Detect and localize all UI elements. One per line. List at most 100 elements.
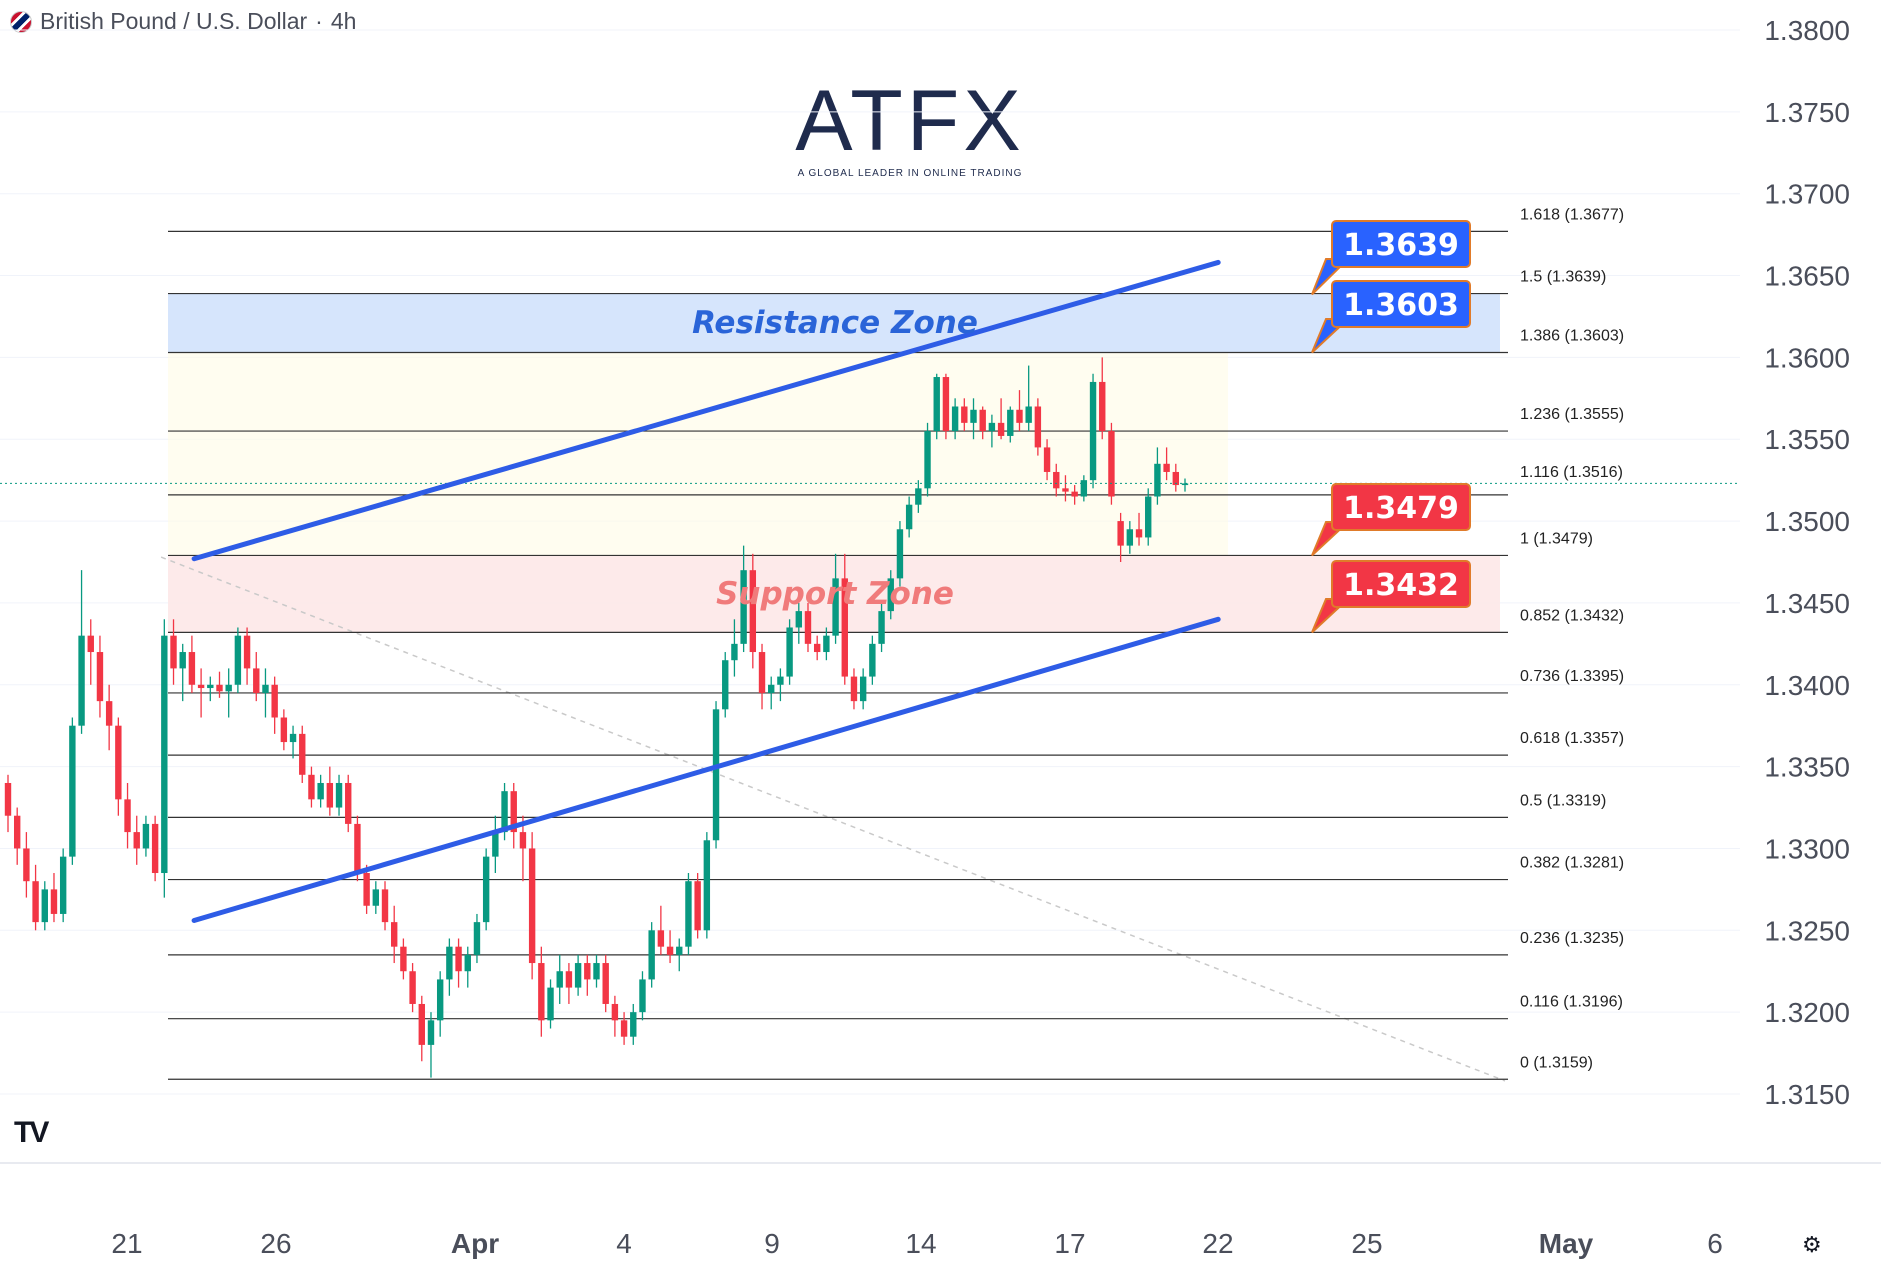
x-tick-label: 17 bbox=[1054, 1228, 1085, 1259]
candle-body bbox=[979, 409, 986, 432]
tradingview-logo-icon[interactable]: TV bbox=[14, 1116, 49, 1149]
candle-body bbox=[363, 873, 370, 906]
candle-body bbox=[602, 963, 609, 1004]
x-tick-label: 21 bbox=[111, 1228, 142, 1259]
candle-body bbox=[1062, 488, 1069, 492]
candle-body bbox=[151, 823, 159, 874]
candle-body bbox=[372, 889, 380, 906]
candle-body bbox=[703, 840, 711, 931]
candle-body bbox=[271, 684, 278, 718]
candle-body bbox=[289, 733, 297, 743]
candle-body bbox=[850, 676, 858, 702]
candle-body bbox=[758, 652, 766, 693]
fib-label: 0.736 (1.3395) bbox=[1520, 668, 1624, 685]
candle-body bbox=[188, 652, 196, 685]
fib-label: 0.382 (1.3281) bbox=[1520, 855, 1624, 872]
candle-body bbox=[446, 946, 453, 980]
candle-body bbox=[611, 1003, 619, 1021]
fib-label: 0.618 (1.3357) bbox=[1520, 730, 1624, 747]
candle-body bbox=[87, 635, 94, 653]
candle-body bbox=[933, 377, 940, 432]
candle-body bbox=[1025, 406, 1032, 423]
candle-body bbox=[501, 791, 508, 833]
fib-label: 0.5 (1.3319) bbox=[1520, 792, 1606, 809]
candle-body bbox=[859, 676, 867, 702]
candle-body bbox=[648, 930, 655, 980]
candle-body bbox=[427, 1020, 435, 1045]
candle-body bbox=[4, 782, 12, 816]
logo-tagline: A GLOBAL LEADER IN ONLINE TRADING bbox=[797, 168, 1023, 179]
candle-body bbox=[1034, 406, 1042, 448]
y-tick-label: 1.3600 bbox=[1764, 342, 1850, 373]
candle-body bbox=[712, 709, 720, 841]
fib-label: 0.236 (1.3235) bbox=[1520, 930, 1624, 947]
candle-body bbox=[841, 578, 848, 677]
candle-body bbox=[896, 529, 904, 579]
price-callout: 1.3479 bbox=[1311, 483, 1471, 557]
y-tick-label: 1.3750 bbox=[1764, 97, 1850, 128]
candle-body bbox=[574, 963, 582, 988]
atfx-logo: ATFX A GLOBAL LEADER IN ONLINE TRADING bbox=[780, 78, 1040, 179]
candle-body bbox=[749, 570, 757, 653]
candle-body bbox=[1053, 471, 1060, 489]
candle-body bbox=[1163, 463, 1170, 472]
y-tick-label: 1.3450 bbox=[1764, 588, 1850, 619]
x-tick-label: 6 bbox=[1707, 1228, 1723, 1259]
fib-label: 1.386 (1.3603) bbox=[1520, 327, 1624, 344]
candle-body bbox=[538, 963, 545, 1021]
candle-body bbox=[308, 774, 315, 800]
x-tick-label: May bbox=[1539, 1228, 1594, 1259]
settings-gear-icon[interactable]: ⚙ bbox=[1802, 1232, 1822, 1257]
candle-body bbox=[133, 832, 140, 849]
candle-body bbox=[299, 733, 306, 775]
candle-body bbox=[676, 946, 683, 955]
y-tick-label: 1.3650 bbox=[1764, 261, 1850, 292]
candle-body bbox=[455, 946, 462, 972]
callout-label: 1.3603 bbox=[1343, 288, 1459, 323]
candle-body bbox=[813, 643, 821, 653]
candle-body bbox=[179, 652, 186, 669]
candle-body bbox=[620, 1020, 628, 1037]
zone-band bbox=[168, 293, 1500, 353]
y-tick-label: 1.3700 bbox=[1764, 179, 1850, 210]
candle-body bbox=[786, 627, 793, 677]
channel-line bbox=[191, 616, 1221, 923]
candle-body bbox=[280, 717, 288, 743]
candle-body bbox=[317, 782, 324, 800]
candle-body bbox=[639, 979, 646, 1013]
candle-body bbox=[13, 815, 21, 849]
fib-label: 1.116 (1.3516) bbox=[1520, 464, 1623, 481]
candle-body bbox=[1145, 496, 1152, 538]
candle-body bbox=[418, 1003, 425, 1045]
logo-name: ATFX bbox=[795, 73, 1025, 169]
diagonal-guide bbox=[160, 556, 1506, 1082]
candle-body bbox=[243, 635, 251, 669]
candle-body bbox=[547, 987, 554, 1021]
candle-body bbox=[565, 971, 573, 988]
candle-body bbox=[666, 946, 674, 955]
callout-box bbox=[1331, 560, 1471, 608]
candle-body bbox=[216, 684, 223, 692]
candle-body bbox=[584, 963, 591, 980]
x-tick-label: 9 bbox=[764, 1228, 780, 1259]
candle-body bbox=[207, 684, 214, 689]
y-tick-label: 1.3800 bbox=[1764, 15, 1850, 46]
candle-body bbox=[795, 611, 802, 628]
candle-body bbox=[961, 406, 968, 423]
candle-body bbox=[124, 799, 131, 833]
candle-body bbox=[326, 782, 334, 808]
callout-box bbox=[1331, 280, 1471, 328]
candle-body bbox=[630, 1012, 637, 1037]
candle-body bbox=[41, 889, 48, 923]
candle-body bbox=[492, 832, 499, 857]
y-tick-label: 1.3550 bbox=[1764, 424, 1850, 455]
candle-body bbox=[1117, 521, 1124, 546]
candle-body bbox=[473, 922, 481, 955]
candle-body bbox=[50, 889, 58, 914]
candle-body bbox=[694, 881, 701, 931]
candle-body bbox=[1043, 447, 1051, 472]
candle-body bbox=[400, 946, 407, 972]
y-tick-label: 1.3300 bbox=[1764, 833, 1850, 864]
candle-body bbox=[161, 635, 168, 874]
